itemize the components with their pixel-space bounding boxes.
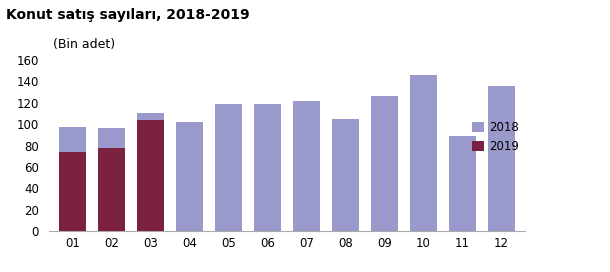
Bar [59,127,86,231]
Bar [370,96,398,231]
Text: (Bin adet): (Bin adet) [52,38,115,51]
Bar [487,85,515,231]
Bar [98,148,125,231]
Bar [332,119,359,231]
Bar [59,152,86,231]
Bar [137,120,164,231]
Bar [98,128,125,231]
Bar [448,136,476,231]
Bar [137,113,164,231]
Bar [254,104,281,231]
Bar [176,122,203,231]
Text: Konut satış sayıları, 2018-2019: Konut satış sayıları, 2018-2019 [6,8,249,22]
Bar [409,75,437,231]
Legend: 2018, 2019: 2018, 2019 [472,121,518,153]
Bar [293,101,320,231]
Bar [215,104,242,231]
